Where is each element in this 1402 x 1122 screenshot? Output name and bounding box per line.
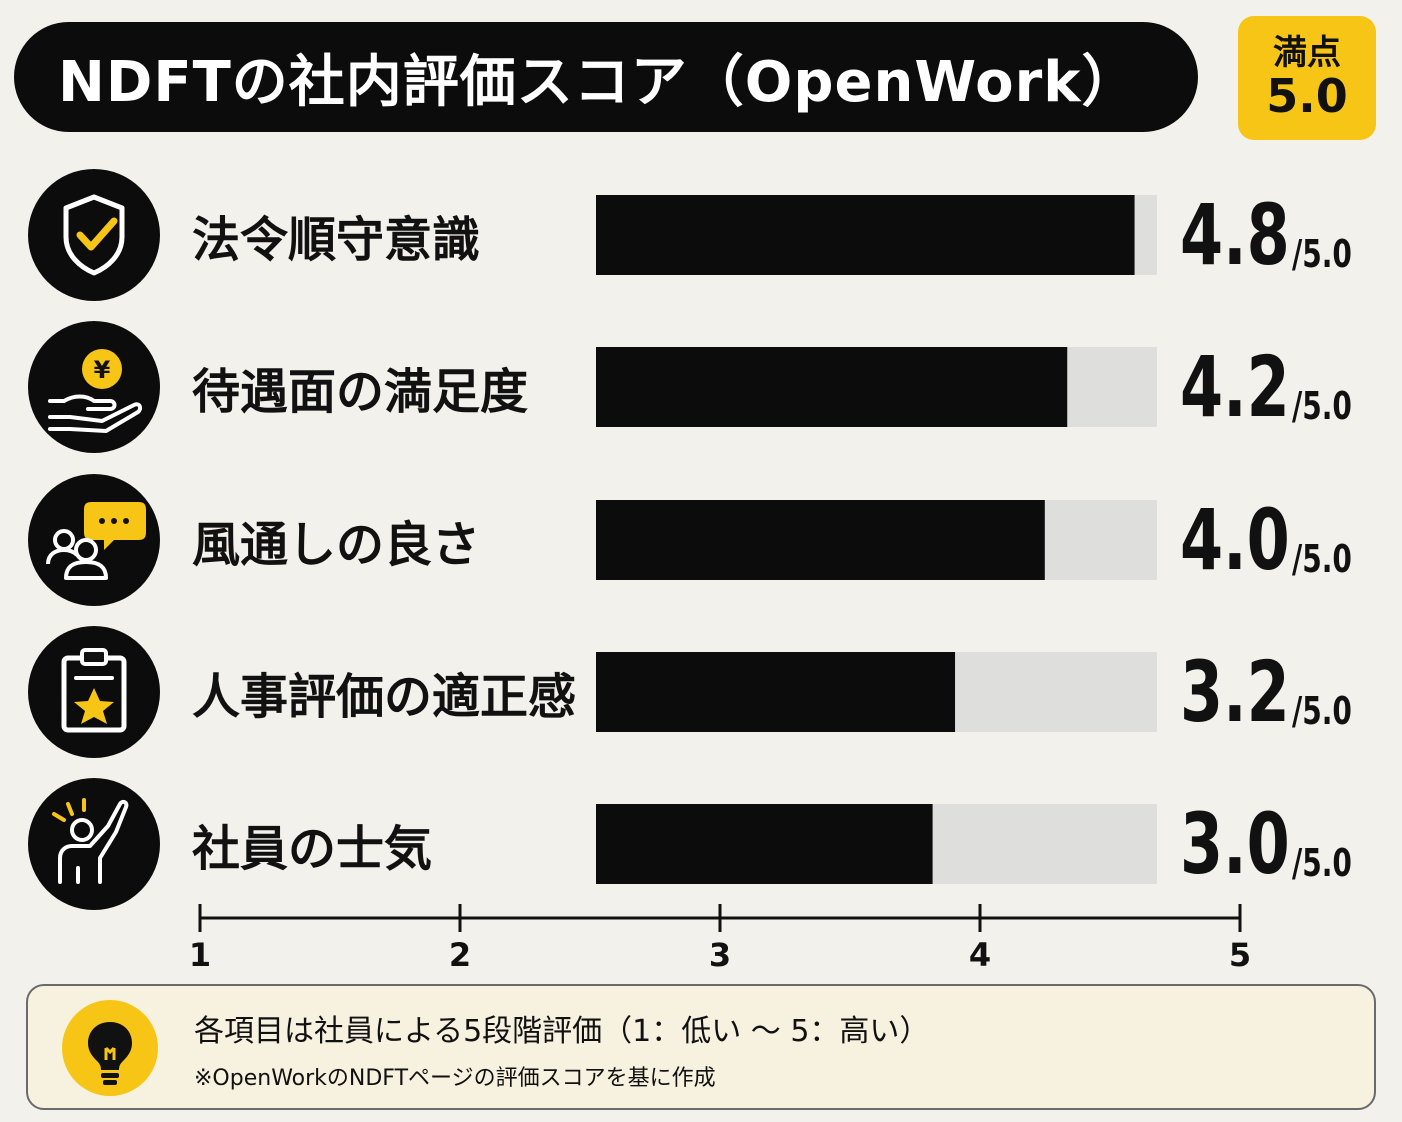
x-tick-label: 2 <box>449 936 471 974</box>
category-label: 法令順守意識 <box>192 212 481 268</box>
lightbulb-icon <box>62 1000 158 1096</box>
score-value: 4.0 <box>1180 491 1290 589</box>
note-primary-text: 各項目は社員による5段階評価（1：低い 〜 5：高い） <box>194 1014 930 1049</box>
x-tick-label: 3 <box>709 936 731 974</box>
score-label: 4.8/5.0 <box>1180 187 1365 277</box>
score-suffix: /5.0 <box>1292 384 1352 428</box>
score-value: 4.2 <box>1180 338 1290 436</box>
x-tick-label: 4 <box>969 936 991 974</box>
bar <box>596 195 1135 275</box>
score-suffix: /5.0 <box>1292 689 1352 733</box>
max-score-label: 満点 <box>1273 33 1341 73</box>
score-value: 3.0 <box>1180 795 1290 893</box>
note-box: 各項目は社員による5段階評価（1：低い 〜 5：高い） ※OpenWorkのND… <box>26 984 1376 1110</box>
bar <box>596 652 956 732</box>
bar <box>596 500 1045 580</box>
yen-hand-icon: ¥ <box>28 321 160 453</box>
max-score-badge: 満点 5.0 <box>1238 16 1376 140</box>
score-suffix: /5.0 <box>1292 841 1352 885</box>
page-title: NDFTの社内評価スコア（OpenWork） <box>58 49 1139 115</box>
x-tick-label: 1 <box>189 936 211 974</box>
svg-text:¥: ¥ <box>94 356 111 384</box>
score-label: 3.0/5.0 <box>1180 796 1365 886</box>
score-value: 3.2 <box>1180 643 1290 741</box>
title-bar: NDFTの社内評価スコア（OpenWork） <box>14 22 1198 132</box>
score-value: 4.8 <box>1180 186 1290 284</box>
clipboard-star-icon <box>28 626 160 758</box>
category-label: 社員の士気 <box>192 821 433 877</box>
note-source-text: ※OpenWorkのNDFTページの評価スコアを基に作成 <box>194 1066 716 1091</box>
category-label: 待遇面の満足度 <box>192 364 529 420</box>
score-label: 4.2/5.0 <box>1180 339 1365 429</box>
cheering-person-icon <box>28 778 160 910</box>
score-suffix: /5.0 <box>1292 537 1352 581</box>
shield-check-icon <box>28 169 160 301</box>
bar <box>596 804 933 884</box>
bar <box>596 347 1068 427</box>
category-label: 風通しの良さ <box>192 517 481 573</box>
score-suffix: /5.0 <box>1292 232 1352 276</box>
x-tick-label: 5 <box>1229 936 1251 974</box>
max-score-value: 5.0 <box>1266 68 1348 123</box>
category-label: 人事評価の適正感 <box>192 669 577 725</box>
score-label: 4.0/5.0 <box>1180 492 1365 582</box>
score-label: 3.2/5.0 <box>1180 644 1365 734</box>
people-chat-icon <box>28 474 160 606</box>
